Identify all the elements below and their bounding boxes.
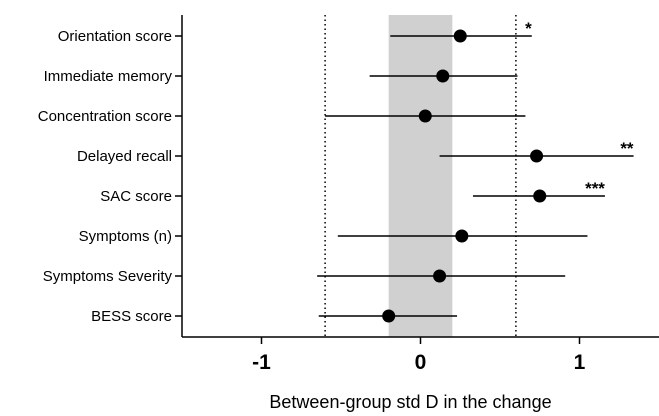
- estimate-point: [455, 229, 469, 243]
- category-labels: Orientation score Immediate memory Concent…: [38, 28, 182, 325]
- x-tick-label: -1: [252, 351, 271, 374]
- significance-label: **: [620, 139, 634, 158]
- category-label: SAC score: [100, 188, 172, 205]
- significance-label: *: [525, 19, 532, 38]
- category-label: BESS score: [91, 308, 172, 325]
- estimate-point: [382, 309, 396, 323]
- estimate-point: [453, 29, 467, 43]
- category-label: Concentration score: [38, 108, 172, 125]
- estimate-rows: ******: [317, 19, 634, 323]
- estimate-point: [433, 269, 447, 283]
- estimate-point: [530, 149, 544, 163]
- negligible-effect-band: [388, 15, 453, 337]
- x-tick-label: 1: [574, 351, 586, 374]
- estimate-point: [418, 109, 432, 123]
- category-label: Symptoms Severity: [43, 268, 173, 285]
- estimate-point: [436, 69, 450, 83]
- significance-label: ***: [585, 179, 605, 198]
- estimate-point: [533, 189, 547, 203]
- x-ticks: -1 0 1: [252, 337, 586, 374]
- x-axis-title: Between-group std D in the change: [269, 392, 551, 412]
- category-label: Immediate memory: [44, 68, 173, 85]
- x-tick-label: 0: [415, 351, 427, 374]
- category-label: Orientation score: [58, 28, 172, 45]
- category-label: Delayed recall: [77, 148, 172, 165]
- category-label: Symptoms (n): [79, 228, 172, 245]
